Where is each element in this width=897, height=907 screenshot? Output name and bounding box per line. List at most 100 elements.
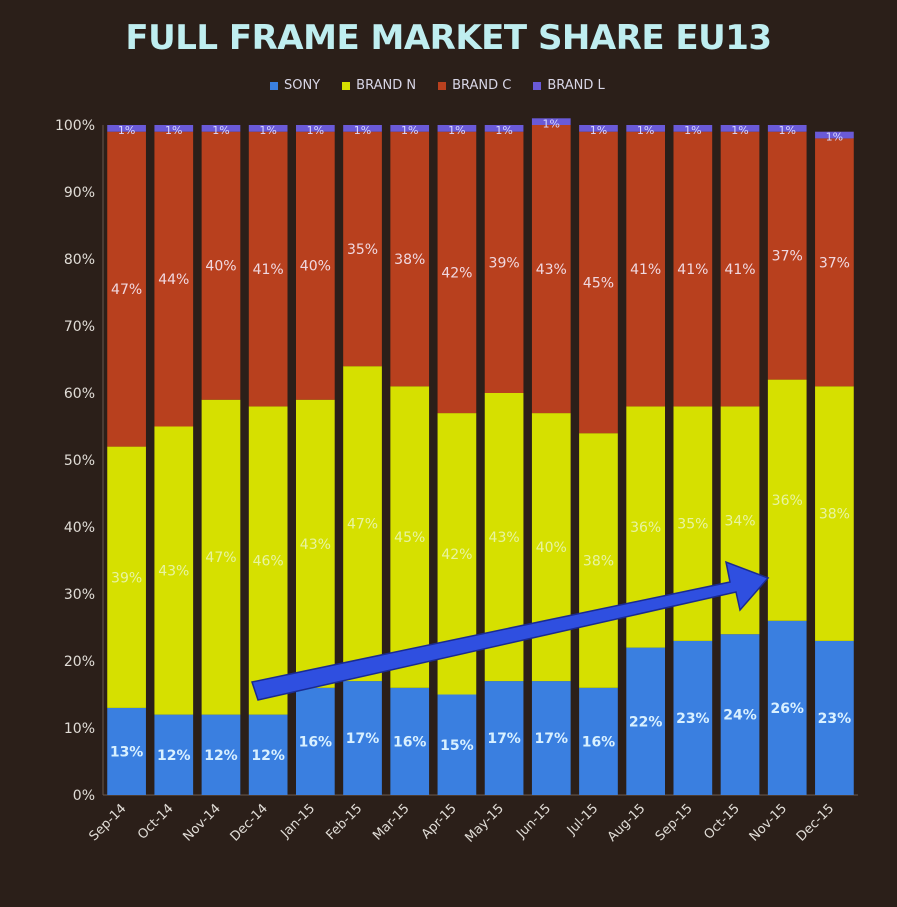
data-label: 1%: [684, 124, 701, 137]
bar-segment-sony: [154, 714, 194, 795]
data-label: 1%: [778, 124, 795, 137]
x-tick-label: Feb-15: [323, 801, 365, 843]
y-tick-label: 20%: [64, 654, 95, 670]
bar-segment-brand-c: [295, 131, 335, 400]
data-label: 40%: [300, 259, 331, 275]
data-label: 17%: [346, 731, 380, 747]
y-tick-label: 30%: [64, 587, 95, 603]
x-tick-label: Nov-14: [180, 801, 223, 844]
data-label: 1%: [590, 124, 607, 137]
data-label: 47%: [347, 517, 378, 533]
bar-segment-sony: [673, 640, 713, 795]
data-label: 13%: [110, 744, 144, 760]
data-label: 45%: [583, 275, 614, 291]
data-label: 34%: [724, 513, 755, 529]
bar-segment-brand-c: [390, 131, 430, 387]
data-label: 17%: [487, 731, 521, 747]
data-label: 12%: [157, 748, 191, 764]
data-label: 41%: [677, 262, 708, 278]
bar-segment-brand-c: [767, 131, 807, 380]
bar-segment-brand-c: [248, 131, 288, 407]
bar-segment-sony: [720, 634, 760, 795]
legend-item: BRAND L: [533, 78, 605, 93]
bar-segment-sony: [248, 714, 288, 795]
bar-segment-brand-n: [295, 399, 335, 688]
bar-segment-brand-n: [248, 406, 288, 715]
legend-label: BRAND N: [356, 78, 417, 93]
x-tick-label: Sep-14: [86, 801, 129, 844]
bar-segment-brand-c: [343, 131, 382, 367]
bar-segment-brand-l: [579, 125, 618, 132]
data-label: 1%: [401, 124, 418, 137]
data-label: 35%: [677, 517, 708, 533]
data-label: 37%: [819, 255, 850, 271]
y-tick-label: 10%: [64, 721, 95, 737]
bar-segment-sony: [295, 687, 335, 795]
bar-segment-brand-n: [107, 446, 146, 708]
legend-label: BRAND C: [452, 78, 512, 93]
y-tick-label: 50%: [64, 453, 95, 469]
x-tick-label: May-15: [462, 801, 506, 845]
data-label: 47%: [205, 550, 236, 566]
bar-segment-brand-l: [531, 118, 571, 125]
data-label: 1%: [826, 131, 843, 144]
bar-segment-sony: [767, 620, 807, 795]
legend-label: BRAND L: [547, 78, 605, 93]
bar-segment-brand-c: [531, 125, 571, 414]
data-label: 1%: [259, 124, 276, 137]
legend: SONY BRAND N BRAND C BRAND L: [270, 78, 605, 93]
data-label: 16%: [582, 734, 616, 750]
bar-segment-brand-n: [154, 426, 194, 715]
data-label: 45%: [394, 530, 425, 546]
data-label: 43%: [158, 564, 189, 580]
x-tick-label: Aug-15: [605, 801, 649, 845]
chart-title: FULL FRAME MARKET SHARE EU13: [125, 18, 772, 58]
bar-segment-brand-c: [484, 131, 524, 393]
trend-arrow-icon: [251, 560, 770, 701]
data-label: 1%: [212, 124, 229, 137]
bar-segment-brand-c: [107, 131, 146, 447]
data-label: 38%: [583, 554, 614, 570]
data-label: 1%: [448, 124, 465, 137]
bar-segment-brand-l: [295, 125, 335, 132]
bar-segment-brand-n: [343, 366, 382, 682]
data-label: 1%: [637, 124, 654, 137]
x-tick-label: Oct-15: [701, 801, 743, 843]
bar-segment-brand-l: [154, 125, 194, 132]
bar-segment-brand-l: [107, 125, 146, 132]
data-label: 47%: [111, 282, 142, 298]
data-label: 44%: [158, 272, 189, 288]
bar-segment-sony: [815, 640, 854, 795]
bar-segment-brand-c: [815, 138, 854, 387]
data-label: 1%: [307, 124, 324, 137]
data-label: 41%: [253, 262, 284, 278]
data-label: 16%: [393, 734, 427, 750]
y-tick-label: 70%: [64, 319, 95, 335]
bar-segment-brand-l: [343, 125, 382, 132]
x-tick-label: Nov-15: [747, 801, 790, 844]
bar-segment-brand-n: [390, 386, 430, 688]
data-label: 42%: [441, 265, 472, 281]
x-tick-label: Jul-15: [564, 801, 601, 838]
legend-swatch: [270, 81, 278, 90]
data-label: 12%: [251, 748, 285, 764]
x-tick-label: Jun-15: [513, 801, 554, 842]
bar-segment-brand-l: [720, 125, 760, 132]
data-label: 43%: [489, 530, 520, 546]
data-label: 38%: [819, 507, 850, 523]
bar-segment-sony: [343, 681, 382, 795]
data-label: 35%: [347, 242, 378, 258]
bar-segment-sony: [437, 694, 477, 795]
bar-segment-brand-c: [437, 131, 477, 414]
y-tick-label: 60%: [64, 386, 95, 402]
bar-segment-brand-c: [673, 131, 713, 407]
bar-segment-sony: [531, 681, 571, 795]
bar-segment-brand-l: [248, 125, 288, 132]
bar-segment-sony: [626, 647, 666, 795]
y-tick-label: 40%: [64, 520, 95, 536]
bar-segment-brand-l: [767, 125, 807, 132]
y-tick-label: 90%: [64, 185, 95, 201]
x-tick-label: Dec-14: [228, 801, 271, 844]
x-tick-label: Oct-14: [135, 801, 177, 843]
